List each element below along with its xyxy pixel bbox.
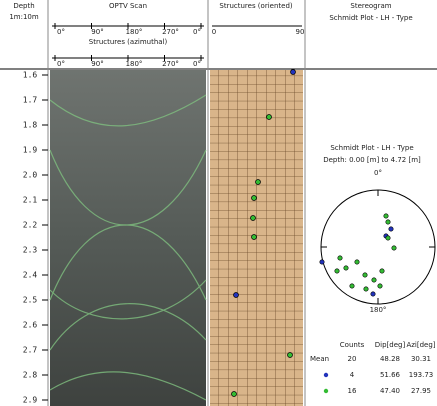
optv-image [50,70,206,406]
optv-tick: 180° [126,28,143,36]
depth-label: 2.0 [23,171,38,180]
table-cell: 51.66 [380,371,401,379]
depth-label: 2.5 [23,296,38,305]
depth-label: 2.6 [23,321,38,330]
optv-tick: 270° [162,28,179,36]
structures-tick: 0 [212,28,216,36]
row-label: Mean [310,355,329,363]
table-header: Dip[deg] [375,341,406,349]
optv-tick: 0° [193,60,201,68]
optv-title: OPTV Scan [109,2,147,10]
structures-title: Structures (oriented) [219,2,293,10]
optv-tick: 90° [91,28,103,36]
optv-tick: 0° [193,28,201,36]
depth-label: 1.7 [23,96,38,105]
table-cell: 4 [350,371,355,379]
optv-tick: 0° [57,28,65,36]
stereogram-subtitle: Schmidt Plot - LH - Type [329,14,412,22]
depth-label: 2.3 [23,246,38,255]
table-cell: 47.40 [380,387,400,395]
stereogram-title: Stereogram [350,2,391,10]
table-cell: 16 [348,387,357,395]
depth-label: 2.1 [23,196,38,205]
table-cell: 48.28 [380,355,400,363]
table-cell: 30.31 [411,355,431,363]
optv-tick: 180° [126,60,143,68]
optv-subtitle: Structures (azimuthal) [89,38,168,46]
depth-label: 1.6 [23,71,38,80]
depth-label: 2.2 [23,221,38,230]
depth-label: 1.8 [23,121,38,130]
optv-tick: 0° [57,60,65,68]
depth-unit: 1m:10m [9,13,39,21]
table-cell: 193.73 [409,371,434,379]
depth-label: 2.4 [23,271,38,280]
table-header: Azi[deg] [406,341,435,349]
table-header: Counts [340,341,365,349]
depth-title: Depth [13,2,34,10]
depth-label: 2.8 [23,371,38,380]
depth-label: 2.9 [23,396,38,405]
optv-tick: 270° [162,60,179,68]
structures-tick: 90 [296,28,305,36]
log-view: Depth 1m:10m OPTV Scan Structures (azimutha… [0,0,437,406]
optv-tick: 90° [91,60,103,68]
depth-label: 2.7 [23,346,38,355]
stereo-north: 0° [374,169,382,177]
depth-label: 1.9 [23,146,38,155]
stereo-south: 180° [370,306,387,314]
table-cell: 27.95 [411,387,431,395]
table-cell: 20 [348,355,357,363]
stereo-title: Schmidt Plot - LH - Type [330,144,413,152]
stereo-range: Depth: 0.00 [m] to 4.72 [m] [323,156,421,164]
